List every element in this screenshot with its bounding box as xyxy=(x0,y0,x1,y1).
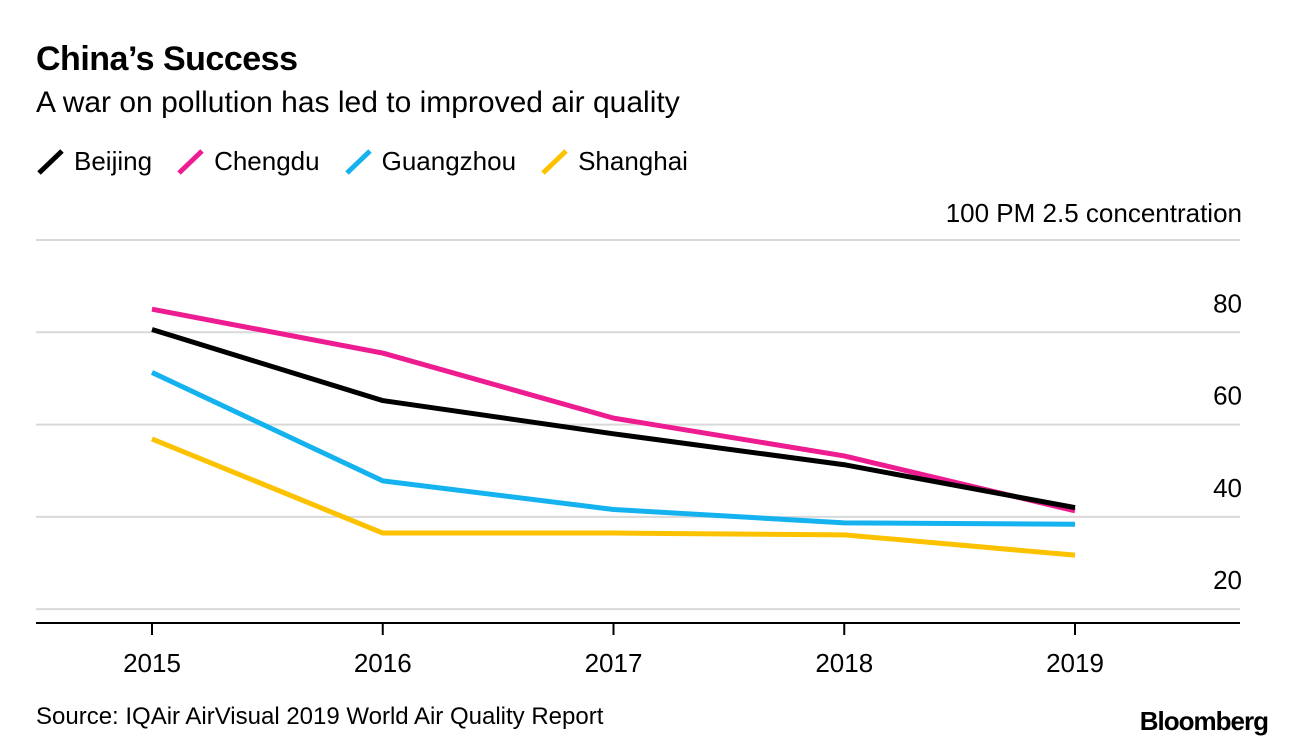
legend-swatch-chengdu-icon xyxy=(177,148,204,175)
bloomberg-logo: Bloomberg xyxy=(1139,706,1269,736)
legend: Beijing Chengdu Guangzhou Shanghai xyxy=(36,146,712,177)
legend-label-guangzhou: Guangzhou xyxy=(381,146,517,176)
x-tick-label-2019: 2019 xyxy=(1046,648,1104,678)
legend-label-chengdu: Chengdu xyxy=(214,146,320,176)
legend-item-guangzhou: Guangzhou xyxy=(344,146,516,177)
chart-subtitle: A war on pollution has led to improved a… xyxy=(36,86,680,119)
chart-title: China’s Success xyxy=(36,40,298,78)
legend-label-shanghai: Shanghai xyxy=(578,146,688,176)
legend-swatch-shanghai-icon xyxy=(541,148,568,175)
legend-label-beijing: Beijing xyxy=(74,146,153,176)
legend-item-chengdu: Chengdu xyxy=(176,146,320,177)
series-line-guangzhou xyxy=(150,370,1076,527)
source-note: Source: IQAir AirVisual 2019 World Air Q… xyxy=(36,703,604,730)
legend-swatch-beijing-icon xyxy=(37,148,64,175)
series-line-shanghai xyxy=(151,436,1076,558)
y-axis-top-label: 100 PM 2.5 concentration xyxy=(946,198,1242,228)
y-tick-label-40: 40 xyxy=(1213,473,1242,503)
x-tick-label-2018: 2018 xyxy=(815,648,873,678)
y-tick-label-20: 20 xyxy=(1213,565,1242,595)
x-tick-label-2015: 2015 xyxy=(123,648,181,678)
legend-item-beijing: Beijing xyxy=(36,146,152,177)
legend-swatch-guangzhou-icon xyxy=(344,148,372,175)
y-tick-label-80: 80 xyxy=(1213,288,1242,318)
legend-item-shanghai: Shanghai xyxy=(540,146,688,177)
x-tick-label-2017: 2017 xyxy=(585,648,643,678)
x-tick-label-2016: 2016 xyxy=(354,648,412,678)
y-tick-label-60: 60 xyxy=(1213,381,1242,411)
